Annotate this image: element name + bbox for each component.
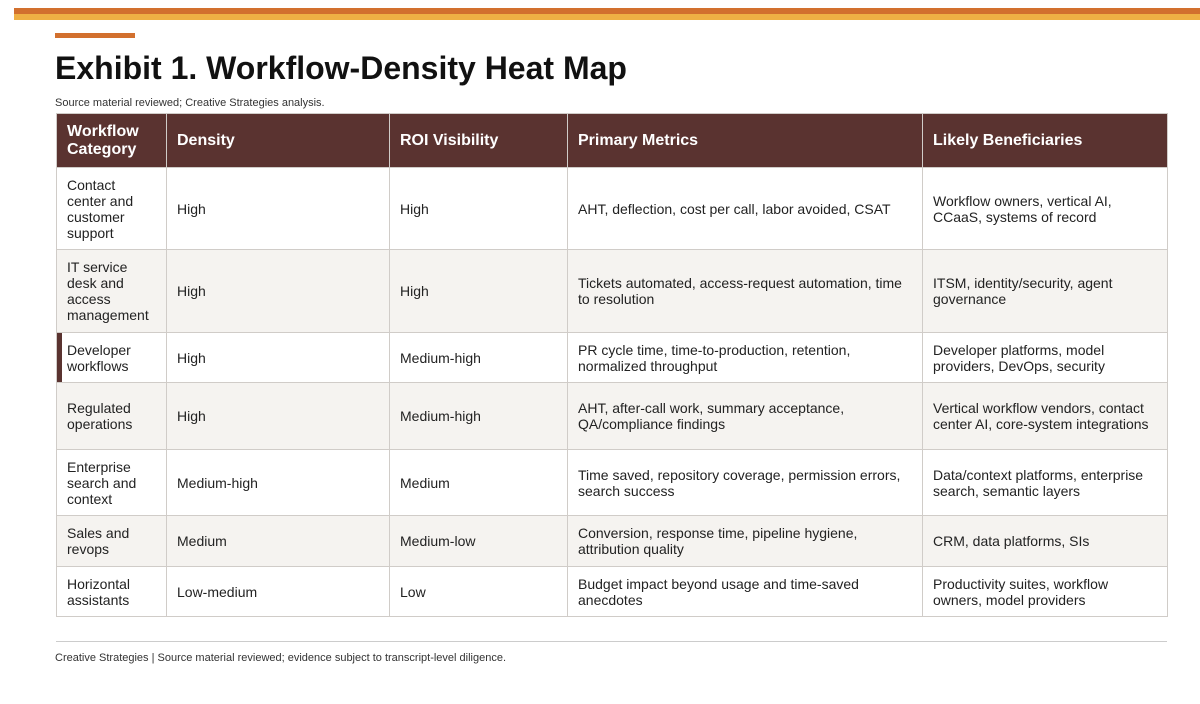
table-cell: Horizontal assistants bbox=[56, 566, 167, 617]
table-cell: Workflow owners, vertical AI, CCaaS, sys… bbox=[922, 167, 1168, 250]
column-header: Primary Metrics bbox=[567, 113, 923, 168]
column-header: Workflow Category bbox=[56, 113, 167, 168]
column-header: Likely Beneficiaries bbox=[922, 113, 1168, 168]
table-cell: ITSM, identity/security, agent governanc… bbox=[922, 249, 1168, 333]
table-row: Regulated operations High Medium-high AHT, … bbox=[56, 382, 1168, 450]
top-stripe bbox=[14, 14, 1200, 20]
table-cell: High bbox=[389, 167, 568, 250]
table-cell: PR cycle time, time-to-production, reten… bbox=[567, 332, 923, 383]
table-row: Developer workflows High Medium-high PR cyc… bbox=[56, 332, 1168, 383]
table-cell: High bbox=[166, 167, 390, 250]
table-cell: Low bbox=[389, 566, 568, 617]
source-note: Source material reviewed; Creative Strat… bbox=[55, 97, 325, 109]
table-cell: Data/context platforms, enterprise searc… bbox=[922, 449, 1168, 516]
table-cell: Productivity suites, workflow owners, mo… bbox=[922, 566, 1168, 617]
column-header: ROI Visibility bbox=[389, 113, 568, 168]
table-cell: AHT, deflection, cost per call, labor av… bbox=[567, 167, 923, 250]
table-row: Enterprise search and context Medium-high… bbox=[56, 449, 1168, 516]
table-cell: Regulated operations bbox=[56, 382, 167, 450]
table-cell: Tickets automated, access-request automa… bbox=[567, 249, 923, 333]
table-row: Contact center and customer support High H… bbox=[56, 167, 1168, 250]
table-cell: Enterprise search and context bbox=[56, 449, 167, 516]
footer-rule bbox=[56, 641, 1167, 642]
table-cell: IT service desk and access management bbox=[56, 249, 167, 333]
heat-map-table: Workflow Category Density ROI Visibility Pr… bbox=[56, 113, 1168, 617]
table-cell: CRM, data platforms, SIs bbox=[922, 515, 1168, 567]
top-stripe bbox=[14, 8, 1200, 14]
table-cell: Budget impact beyond usage and time-save… bbox=[567, 566, 923, 617]
accent-bar bbox=[55, 33, 135, 38]
table-row: IT service desk and access management Hig… bbox=[56, 249, 1168, 333]
table-cell: Medium-low bbox=[389, 515, 568, 567]
table-cell: Developer workflows bbox=[56, 332, 167, 383]
table-row: Horizontal assistants Low-medium Low Budget… bbox=[56, 566, 1168, 617]
table-cell: Time saved, repository coverage, permiss… bbox=[567, 449, 923, 516]
table-cell: Medium-high bbox=[166, 449, 390, 516]
table-cell: Medium-high bbox=[389, 382, 568, 450]
title: Exhibit 1. Workflow-Density Heat Map bbox=[55, 50, 627, 86]
table-cell: Conversion, response time, pipeline hygi… bbox=[567, 515, 923, 567]
table-cell: Contact center and customer support bbox=[56, 167, 167, 250]
table-body: Contact center and customer support High H… bbox=[56, 167, 1168, 617]
table-cell: Developer platforms, model providers, De… bbox=[922, 332, 1168, 383]
table-cell: AHT, after-call work, summary acceptance… bbox=[567, 382, 923, 450]
table-cell: High bbox=[166, 382, 390, 450]
table-cell: Vertical workflow vendors, contact cente… bbox=[922, 382, 1168, 450]
table-row: Sales and revops Medium Medium-low Conversi… bbox=[56, 515, 1168, 567]
table-cell: Medium-high bbox=[389, 332, 568, 383]
column-header: Density bbox=[166, 113, 390, 168]
table-cell: Medium bbox=[389, 449, 568, 516]
table-cell: Low-medium bbox=[166, 566, 390, 617]
header-row: Workflow Category Density ROI Visibility Pr… bbox=[56, 113, 1168, 168]
footer: Creative Strategies | Source material re… bbox=[55, 652, 507, 664]
table-cell: High bbox=[166, 249, 390, 333]
table-cell: Sales and revops bbox=[56, 515, 167, 567]
table-cell: High bbox=[166, 332, 390, 383]
table-cell: High bbox=[389, 249, 568, 333]
table-cell: Medium bbox=[166, 515, 390, 567]
